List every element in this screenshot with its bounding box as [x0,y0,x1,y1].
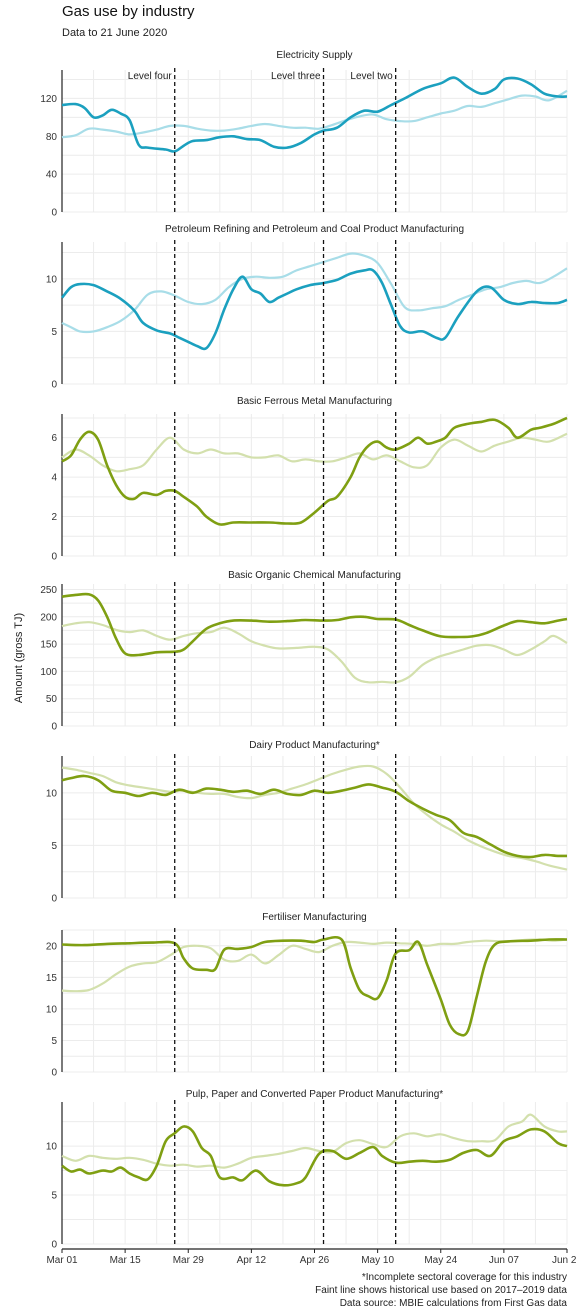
panel-4: Basic Organic Chemical Manufacturing 0 50 1… [40,570,568,733]
y-tick-label: 250 [40,585,57,596]
y-tick-label: 5 [51,327,57,338]
chart-title: Gas use by industry [62,3,195,20]
y-tick-label: 15 [46,973,58,984]
y-tick-label: 80 [46,132,58,143]
series-history [61,938,568,993]
y-tick-label: 10 [46,1142,58,1153]
footnote-coverage: *Incomplete sectoral coverage for this i… [362,1272,567,1283]
panel-title: Basic Organic Chemical Manufacturing [228,570,401,581]
y-tick-label: 150 [40,640,57,651]
series-current [61,592,568,657]
y-tick-label: 0 [51,894,57,905]
series-current [61,774,568,859]
y-tick-label: 10 [46,274,58,285]
x-axis: Mar 01 Mar 15 Mar 29 Apr 12 Apr 26 May 10 May … [46,1248,577,1266]
series-history [61,432,568,473]
panel-3: Basic Ferrous Metal Manufacturing 0 2 4 6 [51,396,568,563]
x-tick-label: Mar 01 [46,1255,78,1266]
series-history [61,89,568,139]
series-history [61,621,568,684]
chart-subtitle: Data to 21 June 2020 [62,27,167,39]
x-tick-label: Mar 15 [110,1255,142,1266]
y-tick-label: 0 [51,552,57,563]
y-tick-label: 50 [46,694,58,705]
x-tick-label: Apr 26 [300,1255,330,1266]
panel-2: Petroleum Refining and Petroleum and Coa… [46,224,568,391]
y-tick-label: 10 [46,1004,58,1015]
y-tick-label: 10 [46,788,58,799]
footnotes: *Incomplete sectoral coverage for this i… [315,1272,567,1309]
y-tick-label: 100 [40,667,57,678]
series-history [61,764,568,871]
y-tick-label: 5 [51,1036,57,1047]
y-tick-label: 0 [51,208,57,219]
y-tick-label: 20 [46,941,58,952]
panel-6: Fertiliser Manufacturing 0 5 10 15 20 [46,912,568,1079]
panel-title: Dairy Product Manufacturing* [249,740,380,751]
x-tick-label: May 24 [424,1255,457,1266]
series-history [61,1113,568,1169]
alert-level-label: Level two [350,71,393,82]
y-tick-label: 120 [40,94,57,105]
x-tick-label: Jun 07 [489,1255,519,1266]
panel-7: Pulp, Paper and Converted Paper Product … [46,1089,568,1251]
y-tick-label: 2 [51,512,57,523]
series-history [61,252,568,334]
x-tick-label: Jun 21 [552,1255,577,1266]
alert-level-label: Level four [128,71,173,82]
y-tick-label: 4 [51,473,57,484]
series-current [61,416,568,526]
y-tick-label: 0 [51,380,57,391]
series-current [61,935,568,1037]
y-tick-label: 0 [51,1240,57,1251]
series-current [61,76,568,153]
y-tick-label: 0 [51,722,57,733]
x-tick-label: May 10 [361,1255,394,1266]
y-tick-label: 6 [51,433,57,444]
panel-title: Fertiliser Manufacturing [262,912,366,923]
y-tick-label: 200 [40,612,57,623]
alert-level-label: Level three [271,71,321,82]
panel-title: Basic Ferrous Metal Manufacturing [237,396,392,407]
panel-1: Electricity Supply 0 40 80 120 Level four Leve… [40,50,568,219]
panel-title: Electricity Supply [276,50,352,61]
footnote-source: Data source: MBIE calculations from Firs… [340,1298,568,1309]
panel-title: Petroleum Refining and Petroleum and Coa… [165,224,464,235]
panel-5: Dairy Product Manufacturing* 0 5 10 [46,740,568,905]
x-tick-label: Mar 29 [173,1255,205,1266]
footnote-history: Faint line shows historical use based on… [315,1285,567,1296]
series-current [61,1125,568,1187]
series-current [60,268,568,351]
y-tick-label: 5 [51,1191,57,1202]
x-tick-label: Apr 12 [237,1255,267,1266]
y-axis-label: Amount (gross TJ) [13,613,25,703]
y-tick-label: 5 [51,841,57,852]
y-tick-label: 0 [51,1068,57,1079]
panel-title: Pulp, Paper and Converted Paper Product … [186,1089,443,1100]
y-tick-label: 40 [46,170,58,181]
